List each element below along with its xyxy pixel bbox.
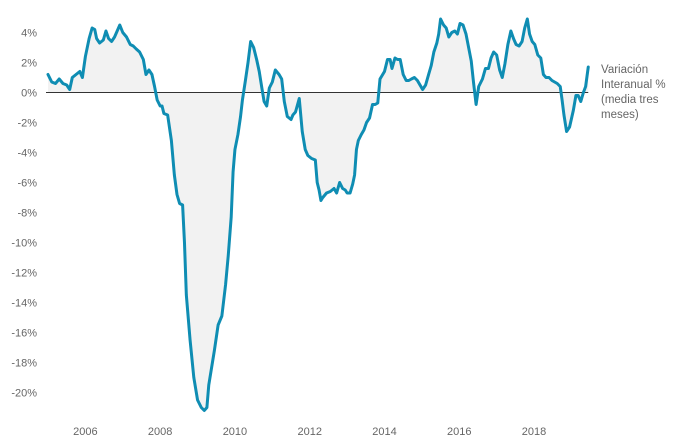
y-tick-label: -4% (17, 148, 37, 160)
x-tick-label: 2016 (447, 426, 471, 438)
y-tick-label: -14% (11, 298, 37, 310)
series-line (46, 17, 590, 412)
series-label-line-1: Variación (601, 64, 648, 76)
y-tick-label: -18% (11, 358, 37, 370)
y-tick-label: -16% (11, 328, 37, 340)
series-area-fill (48, 19, 589, 411)
y-axis-tick-labels: 4% 2% 0% -2% -4% -6% -8% -10% -12% -14% -16% -18% -2… (11, 28, 37, 400)
series-label-line-2: Interanual % (601, 79, 666, 91)
y-tick-label: -12% (11, 268, 37, 280)
y-tick-label: -10% (11, 238, 37, 250)
x-tick-label: 2010 (223, 426, 247, 438)
x-tick-label: 2018 (522, 426, 546, 438)
y-tick-label: 2% (21, 58, 37, 70)
y-tick-label: 0% (21, 88, 37, 100)
y-tick-label: -2% (17, 118, 37, 130)
series-label-line-4: meses) (601, 109, 639, 121)
y-tick-label: -6% (17, 178, 37, 190)
x-tick-label: 2012 (297, 426, 321, 438)
series-label-line-3: (media tres (601, 94, 659, 106)
x-axis-tick-labels: 2006 2008 2010 2012 2014 2016 2018 (73, 426, 546, 438)
x-tick-label: 2008 (148, 426, 172, 438)
x-tick-label: 2014 (372, 426, 396, 438)
x-tick-label: 2006 (73, 426, 97, 438)
y-tick-label: 4% (21, 28, 37, 40)
series-label: Variación Interanual % (media tres meses… (601, 64, 669, 121)
y-tick-label: -8% (17, 208, 37, 220)
y-tick-label: -20% (11, 388, 37, 400)
